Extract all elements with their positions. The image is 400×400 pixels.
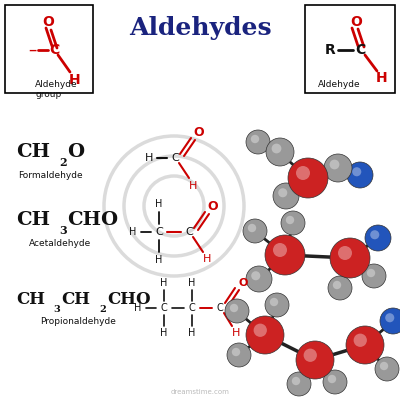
FancyBboxPatch shape <box>5 5 93 93</box>
Text: 3: 3 <box>53 306 60 314</box>
Text: Formaldehyde: Formaldehyde <box>18 172 82 180</box>
Circle shape <box>333 281 341 289</box>
Text: O: O <box>194 126 204 138</box>
Text: CHO: CHO <box>67 211 118 229</box>
Text: H: H <box>134 303 142 313</box>
Text: CH: CH <box>16 211 50 229</box>
Text: C: C <box>185 227 193 237</box>
Text: H: H <box>145 153 153 163</box>
Circle shape <box>265 293 289 317</box>
Circle shape <box>385 313 394 322</box>
Text: C: C <box>161 303 167 313</box>
Text: H: H <box>188 328 196 338</box>
Circle shape <box>354 334 367 347</box>
Text: O: O <box>42 15 54 29</box>
Circle shape <box>265 235 305 275</box>
Text: 2: 2 <box>99 306 106 314</box>
Text: Aldehyde
group: Aldehyde group <box>35 80 78 99</box>
Circle shape <box>370 230 379 239</box>
FancyBboxPatch shape <box>305 5 395 93</box>
Circle shape <box>272 144 281 153</box>
Circle shape <box>227 343 251 367</box>
Circle shape <box>246 266 272 292</box>
Text: C: C <box>355 43 365 57</box>
Circle shape <box>380 362 388 370</box>
Circle shape <box>232 348 240 356</box>
Circle shape <box>243 219 267 243</box>
Text: H: H <box>69 73 81 87</box>
Circle shape <box>330 160 339 170</box>
Circle shape <box>328 375 336 383</box>
Circle shape <box>225 299 249 323</box>
Text: C: C <box>155 227 163 237</box>
Text: Acetaldehyde: Acetaldehyde <box>29 240 91 248</box>
Circle shape <box>346 326 384 364</box>
Circle shape <box>273 243 287 257</box>
Text: dreamstime.com: dreamstime.com <box>170 389 230 395</box>
Circle shape <box>278 188 287 197</box>
Circle shape <box>352 167 361 176</box>
Text: C: C <box>189 303 195 313</box>
Circle shape <box>365 225 391 251</box>
Text: CH: CH <box>61 292 90 308</box>
Circle shape <box>296 166 310 180</box>
Circle shape <box>296 341 334 379</box>
Text: CHO: CHO <box>107 292 151 308</box>
Text: O: O <box>208 200 218 212</box>
Text: R: R <box>325 43 335 57</box>
Circle shape <box>380 308 400 334</box>
Circle shape <box>230 304 238 312</box>
Text: H: H <box>129 227 137 237</box>
Text: H: H <box>376 71 388 85</box>
Text: C: C <box>49 43 59 57</box>
Circle shape <box>323 370 347 394</box>
Circle shape <box>286 216 294 224</box>
Circle shape <box>251 135 259 143</box>
Circle shape <box>304 348 317 362</box>
Text: CH: CH <box>16 292 45 308</box>
Circle shape <box>254 324 267 337</box>
Circle shape <box>270 298 278 306</box>
Circle shape <box>367 269 375 277</box>
Circle shape <box>266 138 294 166</box>
Text: H: H <box>189 181 197 191</box>
Circle shape <box>338 246 352 260</box>
Text: C: C <box>217 303 223 313</box>
Text: –: – <box>28 41 36 59</box>
Text: O: O <box>238 278 248 288</box>
Circle shape <box>324 154 352 182</box>
Circle shape <box>328 276 352 300</box>
Circle shape <box>362 264 386 288</box>
Text: H: H <box>160 328 168 338</box>
Circle shape <box>347 162 373 188</box>
Text: C: C <box>171 153 179 163</box>
Text: O: O <box>350 15 362 29</box>
Circle shape <box>246 130 270 154</box>
Circle shape <box>246 316 284 354</box>
Text: H: H <box>155 199 163 209</box>
Text: H: H <box>232 328 240 338</box>
Text: H: H <box>203 254 211 264</box>
Text: Propionaldehyde: Propionaldehyde <box>40 318 116 326</box>
Circle shape <box>330 238 370 278</box>
Text: H: H <box>188 278 196 288</box>
Circle shape <box>292 377 300 385</box>
Circle shape <box>251 271 260 280</box>
Circle shape <box>288 158 328 198</box>
Circle shape <box>281 211 305 235</box>
Text: O: O <box>67 143 84 161</box>
Circle shape <box>248 224 256 232</box>
Text: Aldehydes: Aldehydes <box>129 16 271 40</box>
Text: Aldehyde: Aldehyde <box>318 80 361 89</box>
Text: H: H <box>160 278 168 288</box>
Circle shape <box>287 372 311 396</box>
Text: 3: 3 <box>59 224 67 236</box>
Text: H: H <box>155 255 163 265</box>
Text: CH: CH <box>16 143 50 161</box>
Circle shape <box>375 357 399 381</box>
Circle shape <box>273 183 299 209</box>
Text: 2: 2 <box>59 156 67 168</box>
